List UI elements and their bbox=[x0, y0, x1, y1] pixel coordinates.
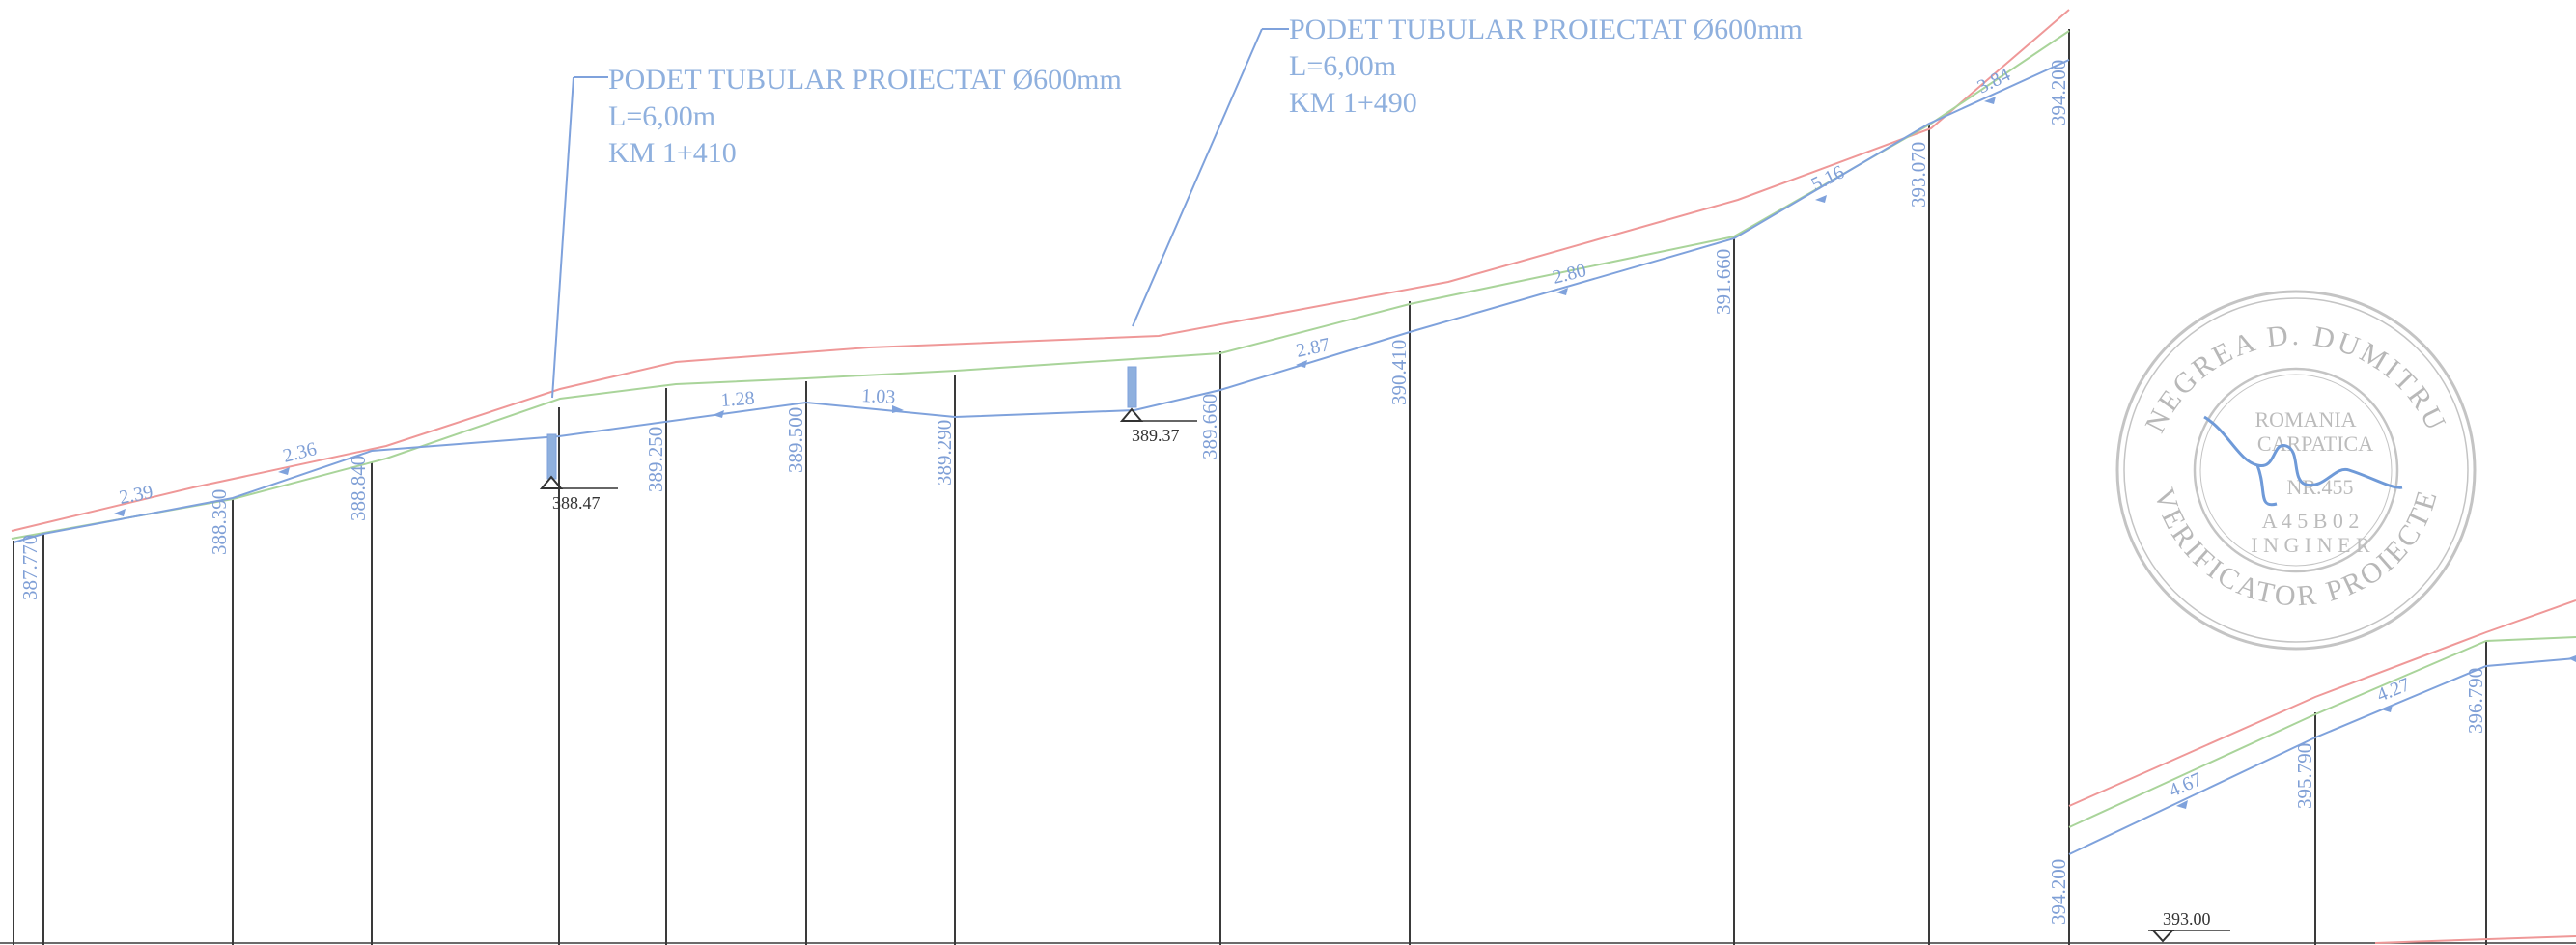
elevation-label: 391.660 bbox=[1712, 249, 1735, 315]
culvert-2-title: PODET TUBULAR PROIECTAT Ø600mm bbox=[1289, 14, 1803, 45]
elevation-label: 388.390 bbox=[208, 489, 231, 555]
culvert-1-title: PODET TUBULAR PROIECTAT Ø600mm bbox=[608, 64, 1122, 96]
arrow-icon bbox=[892, 405, 904, 413]
culvert-leader-line bbox=[1132, 28, 1263, 327]
stamp-outer-ring bbox=[2115, 290, 2477, 651]
arrow-icon bbox=[2176, 800, 2188, 809]
terrain-line-red-left bbox=[11, 9, 2070, 532]
grade-label: 3.84 bbox=[1974, 64, 2014, 97]
stamp-number: NR.455 bbox=[2286, 475, 2353, 499]
terrain-line-green-left bbox=[11, 30, 2070, 540]
culvert-pipe-icon bbox=[546, 433, 557, 480]
design-grade-line-left bbox=[13, 59, 2070, 543]
arrow-icon bbox=[1296, 360, 1307, 368]
grade-label: 4.67 bbox=[2166, 768, 2205, 801]
grade-arrows-left bbox=[114, 97, 1996, 516]
elevation-label: 388.840 bbox=[347, 456, 370, 521]
grade-label: 1.03 bbox=[861, 385, 896, 408]
arrow-icon bbox=[1815, 195, 1827, 203]
stamp-inner-ring-2 bbox=[2199, 374, 2393, 567]
stamp-inner-text: ROMANIA bbox=[2254, 407, 2356, 431]
elevation-label: 393.070 bbox=[1907, 142, 1930, 208]
culvert-2-length: L=6,00m bbox=[1289, 50, 1396, 82]
elevation-label: 389.290 bbox=[933, 420, 956, 486]
arrow-icon bbox=[2568, 655, 2576, 662]
culvert-2: PODET TUBULAR PROIECTAT Ø600mm L=6,00m K… bbox=[1119, 14, 1803, 445]
arrow-icon bbox=[114, 509, 126, 516]
terrain-line-red-right bbox=[2068, 599, 2576, 807]
arrow-icon bbox=[278, 467, 290, 475]
elevation-label: 387.770 bbox=[18, 535, 42, 600]
terrain-line-green-right bbox=[2068, 636, 2576, 828]
culvert-1-length: L=6,00m bbox=[608, 100, 715, 132]
grade-arrows-right bbox=[2176, 655, 2576, 809]
engineer-stamp: NEGREA D. DUMITRU VERIFICATOR PROIECTE R… bbox=[2115, 290, 2477, 651]
datum-label: 393.00 bbox=[2163, 909, 2211, 929]
grade-label: 2.36 bbox=[281, 438, 319, 467]
station-lines-right bbox=[2068, 641, 2487, 945]
elevation-label: 396.790 bbox=[2464, 668, 2487, 734]
stamp-code: A 4 5 B 0 2 bbox=[2262, 509, 2360, 533]
elevation-label: 395.790 bbox=[2293, 743, 2316, 809]
elevation-label: 389.660 bbox=[1198, 394, 1221, 459]
elevation-labels-right: 394.200 395.790 396.790 bbox=[2047, 668, 2487, 925]
elevation-label: 394.200 bbox=[2047, 60, 2070, 125]
arrow-icon bbox=[713, 410, 724, 418]
datum-marker: 393.00 bbox=[2148, 909, 2230, 943]
arrow-icon bbox=[2381, 705, 2393, 712]
grade-label: 2.39 bbox=[118, 482, 155, 509]
signature-icon bbox=[2203, 415, 2403, 507]
elevation-label: 394.200 bbox=[2047, 859, 2070, 925]
elevation-labels-left: 387.770 388.390 388.840 389.250 389.500 … bbox=[18, 60, 2070, 600]
datum-triangle-icon bbox=[2150, 930, 2175, 943]
design-grade-line-right bbox=[2068, 657, 2576, 855]
culvert-2-chainage: KM 1+490 bbox=[1289, 87, 1417, 119]
stamp-word: I N G I N E R bbox=[2251, 533, 2370, 557]
grade-labels-right: 4.67 4.27 bbox=[2166, 674, 2413, 801]
elevation-label: 389.500 bbox=[784, 407, 807, 473]
arrow-icon bbox=[1984, 97, 1996, 104]
station-lines-left bbox=[13, 29, 2070, 945]
grade-label: 1.28 bbox=[720, 388, 755, 411]
culvert-pipe-icon bbox=[1127, 366, 1137, 408]
culvert-leader-line bbox=[551, 76, 574, 399]
grade-label: 2.80 bbox=[1551, 260, 1588, 289]
elevation-label: 389.250 bbox=[644, 427, 667, 492]
grade-label: 4.27 bbox=[2374, 674, 2414, 707]
culvert-2-invert: 389.37 bbox=[1132, 426, 1180, 445]
terrain-line-red-bottom bbox=[2374, 935, 2576, 944]
grade-label: 5.16 bbox=[1808, 161, 1848, 195]
culvert-1-chainage: KM 1+410 bbox=[608, 137, 737, 169]
stamp-inner-ring bbox=[2193, 367, 2399, 573]
culvert-1-invert: 388.47 bbox=[552, 493, 601, 513]
elevation-label: 390.410 bbox=[1387, 340, 1411, 405]
stamp-outer-ring-2 bbox=[2123, 297, 2469, 643]
arrow-icon bbox=[1556, 288, 1568, 295]
culvert-1: PODET TUBULAR PROIECTAT Ø600mm L=6,00m K… bbox=[539, 64, 1122, 513]
